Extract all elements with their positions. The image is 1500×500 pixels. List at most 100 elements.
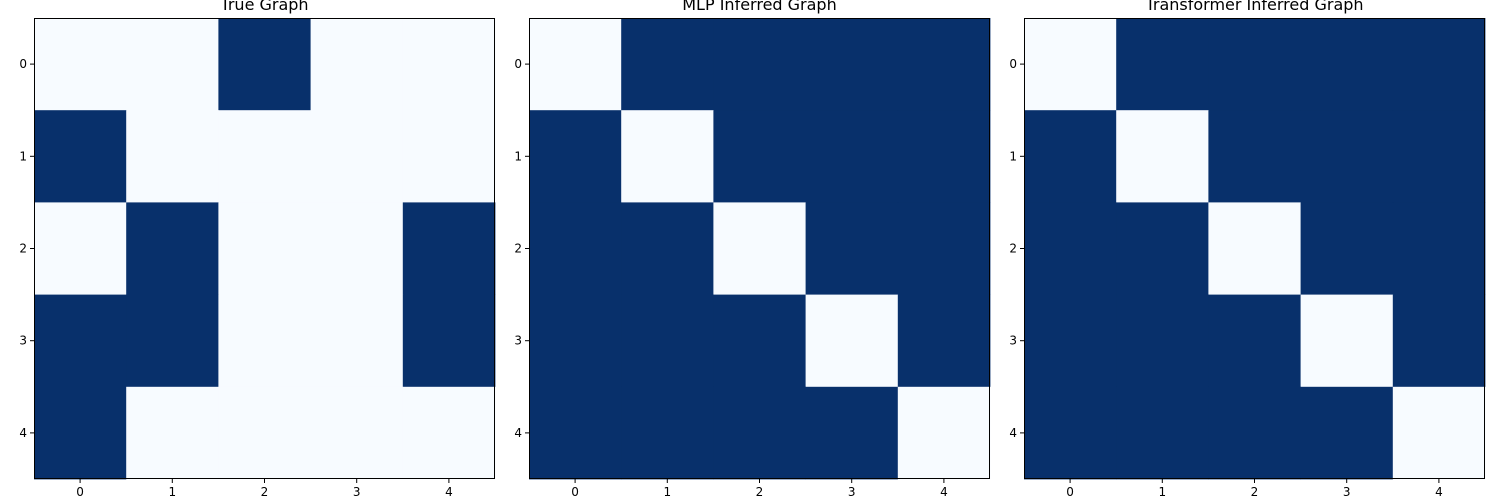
heatmap-cell — [1208, 202, 1301, 295]
y-tick-label: 2 — [514, 242, 522, 256]
heatmap-cell — [34, 18, 127, 111]
heatmap-cell — [713, 18, 806, 111]
heatmap-cell — [529, 202, 622, 295]
heatmap-cell — [402, 202, 496, 295]
heatmap-cell — [1392, 202, 1486, 295]
y-tick-label: 2 — [19, 242, 27, 256]
heatmap-cell — [126, 110, 219, 203]
chart-title: True Graph — [219, 0, 308, 14]
y-tick-label: 4 — [1009, 426, 1017, 440]
heatmap-cell — [1116, 294, 1209, 388]
heatmap-cell — [34, 386, 127, 480]
y-tick-label: 1 — [514, 149, 522, 163]
heatmap-cell — [218, 18, 311, 111]
heatmap-cell — [126, 386, 219, 480]
x-tick-label: 3 — [1343, 485, 1351, 499]
y-tick-label: 3 — [19, 334, 27, 348]
heatmap-cell — [897, 386, 991, 480]
heatmap-cell — [1024, 110, 1117, 203]
x-tick-label: 3 — [848, 485, 856, 499]
axes-frame — [34, 18, 495, 479]
heatmap-panel-2: Transformer Inferred Graph 0 1 2 3 4 0 1 2 3 4 — [1009, 0, 1486, 499]
heatmap-panel-1: MLP Inferred Graph 0 1 2 3 4 0 1 2 3 4 — [514, 0, 991, 499]
heatmap-cell — [126, 294, 219, 388]
heatmap-cell — [529, 294, 622, 388]
y-tick-label: 4 — [19, 426, 27, 440]
heatmap-cell — [805, 202, 899, 295]
heatmap-cell — [1208, 110, 1301, 203]
y-tick-label: 0 — [1009, 57, 1017, 71]
heatmap-cell — [621, 202, 714, 295]
y-tick-label: 4 — [514, 426, 522, 440]
heatmap-cell — [897, 110, 991, 203]
x-tick-label: 1 — [1158, 485, 1166, 499]
heatmap-cell — [1024, 18, 1117, 111]
heatmap-cell — [713, 110, 806, 203]
heatmap-cell — [310, 202, 404, 295]
heatmap-cell — [1392, 294, 1486, 388]
heatmap-cell — [1392, 18, 1486, 111]
y-tick-label: 0 — [19, 57, 27, 71]
heatmap-cell — [1300, 202, 1394, 295]
heatmap-cell — [218, 386, 311, 480]
chart-title: MLP Inferred Graph — [682, 0, 836, 14]
heatmap-cell — [621, 386, 714, 480]
heatmap-cell — [1116, 110, 1209, 203]
heatmap-cell — [897, 202, 991, 295]
x-tick-label: 0 — [1066, 485, 1074, 499]
heatmap-cell — [310, 294, 404, 388]
heatmap-cell — [1116, 18, 1209, 111]
heatmap-cell — [1300, 386, 1394, 480]
axes-frame — [1024, 18, 1485, 479]
heatmap-cell — [1208, 386, 1301, 480]
heatmap-cell — [805, 110, 899, 203]
heatmap-cell — [218, 294, 311, 388]
heatmap-cell — [310, 386, 404, 480]
x-tick-label: 4 — [940, 485, 948, 499]
heatmap-cell — [402, 110, 496, 203]
y-tick-label: 0 — [514, 57, 522, 71]
y-tick-label: 3 — [514, 334, 522, 348]
heatmap-cell — [1208, 18, 1301, 111]
y-tick-label: 1 — [19, 149, 27, 163]
heatmap-cell — [805, 18, 899, 111]
x-tick-label: 2 — [756, 485, 764, 499]
heatmap-cell — [529, 110, 622, 203]
heatmap-cell — [897, 294, 991, 388]
heatmap-cell — [805, 386, 899, 480]
heatmap-cell — [218, 202, 311, 295]
heatmap-cell — [1300, 294, 1394, 388]
heatmap-cell — [1024, 202, 1117, 295]
axes-frame — [529, 18, 990, 479]
x-tick-label: 4 — [1435, 485, 1443, 499]
heatmap-cell — [1116, 202, 1209, 295]
heatmap-cell — [621, 110, 714, 203]
y-tick-label: 2 — [1009, 242, 1017, 256]
heatmap-cell — [310, 18, 404, 111]
heatmap-cell — [713, 294, 806, 388]
heatmap-cell — [621, 294, 714, 388]
chart-title: Transformer Inferred Graph — [1144, 0, 1363, 14]
heatmap-cell — [529, 386, 622, 480]
x-tick-label: 0 — [76, 485, 84, 499]
heatmap-cell — [1392, 110, 1486, 203]
x-tick-label: 2 — [261, 485, 269, 499]
y-tick-label: 1 — [1009, 149, 1017, 163]
x-tick-label: 4 — [445, 485, 453, 499]
heatmap-cell — [1300, 18, 1394, 111]
heatmap-cell — [126, 18, 219, 111]
heatmap-cell — [529, 18, 622, 111]
heatmap-cell — [1116, 386, 1209, 480]
x-tick-label: 2 — [1251, 485, 1259, 499]
heatmap-cell — [34, 294, 127, 388]
heatmap-cell — [310, 110, 404, 203]
heatmap-cell — [1024, 294, 1117, 388]
heatmap-cell — [1392, 386, 1486, 480]
heatmap-cell — [897, 18, 991, 111]
heatmap-panel-0: True Graph 0 1 2 3 4 0 1 2 3 4 — [19, 0, 496, 499]
heatmap-cell — [621, 18, 714, 111]
heatmap-cell — [1300, 110, 1394, 203]
heatmap-cell — [402, 294, 496, 388]
x-tick-label: 1 — [663, 485, 671, 499]
